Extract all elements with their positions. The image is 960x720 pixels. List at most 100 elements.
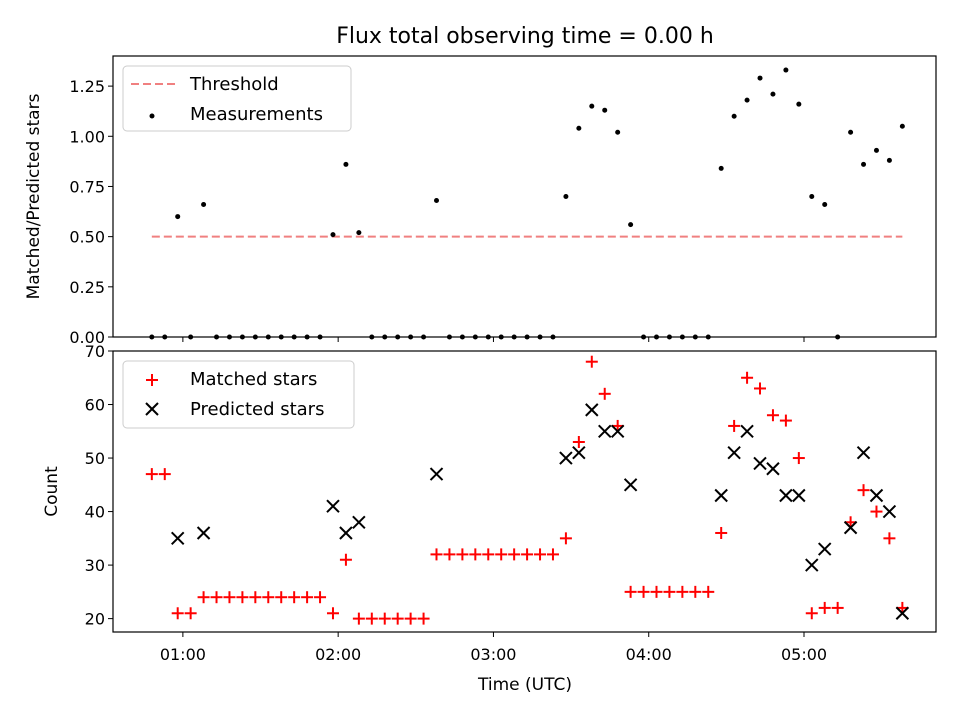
measurement-point (809, 194, 815, 199)
predicted-star-point (766, 462, 780, 476)
bottom-y-tick-label: 60 (85, 396, 105, 415)
top-y-tick-label: 0.50 (69, 228, 105, 247)
matched-star-point (171, 607, 184, 620)
matched-legend-swatch (146, 374, 158, 386)
bottom-y-ticks: 20 30 40 50 60 70 (85, 342, 113, 629)
measurement-point (201, 202, 207, 208)
matched-star-point (275, 591, 288, 604)
matched-star-point (352, 612, 365, 625)
predicted-star-point (572, 445, 586, 460)
measurement-point (628, 222, 634, 228)
x-tick-label: 03:00 (470, 645, 516, 664)
matched-star-point (585, 355, 598, 368)
matched-star-point (676, 585, 689, 598)
predicted-star-point (856, 445, 871, 460)
predicted-star-point (170, 531, 185, 546)
matched-star-point (754, 382, 767, 395)
predicted-legend-swatch (145, 402, 159, 416)
measurement-point (615, 129, 621, 135)
matched-star-point (766, 409, 779, 422)
bottom-legend: Matched stars Predicted stars (122, 360, 355, 429)
predicted-star-point (352, 515, 366, 529)
bottom-x-ticks: 01:00 02:00 03:00 04:00 05:00 (160, 632, 827, 664)
x-axis-label: Time (UTC) (477, 675, 572, 695)
matched-star-point (779, 414, 792, 427)
x-tick-label: 02:00 (315, 645, 361, 664)
matched-star-point (831, 601, 844, 614)
measurement-point (434, 198, 440, 204)
measurement-point (731, 113, 737, 119)
x-tick-label: 04:00 (626, 645, 672, 664)
top-axes-frame (112, 55, 937, 338)
measurement-point (744, 97, 750, 103)
measurement-point (861, 161, 867, 167)
predicted-star-point (714, 488, 728, 503)
matched-star-point (650, 585, 663, 598)
predicted-star-point (869, 488, 884, 503)
top-y-tick-label: 1.25 (69, 77, 105, 96)
bottom-legend-box (122, 360, 355, 429)
measurement-point (576, 125, 582, 131)
top-y-tick-label: 0.25 (69, 278, 105, 297)
measurement-point (343, 161, 349, 167)
measurement-point (899, 123, 905, 129)
predicted-star-point (753, 456, 767, 471)
matched-star-point (404, 612, 417, 625)
matched-star-point (715, 526, 728, 539)
matched-star-point (559, 532, 572, 545)
predicted-star-point (882, 504, 897, 519)
matched-star-point (236, 591, 249, 604)
top-legend-box (122, 65, 352, 132)
matched-star-point (184, 607, 197, 620)
measurement-point (886, 157, 892, 163)
matched-star-point (249, 591, 262, 604)
measurement-point (873, 147, 879, 153)
measurement-point (563, 194, 569, 199)
top-x-ticks (182, 337, 805, 342)
bottom-marks (145, 355, 910, 625)
predicted-star-point (623, 478, 638, 492)
bottom-panel: 20 30 40 50 60 70 01:00 02:00 03:00 04:00 05:00 C… (42, 342, 937, 695)
matched-star-point (301, 591, 314, 604)
measurement-point (589, 103, 595, 109)
predicted-star-point (598, 424, 612, 438)
matched-star-point (702, 585, 715, 598)
matched-star-point (417, 612, 430, 625)
matched-star-point (508, 548, 521, 561)
matched-star-point (430, 548, 443, 561)
matched-star-point (818, 601, 831, 614)
chart-title: Flux total observing time = 0.00 h (336, 24, 714, 49)
matched-star-point (197, 591, 210, 604)
bottom-y-tick-label: 30 (85, 556, 105, 575)
measurement-point (602, 107, 608, 113)
matched-star-point (339, 553, 352, 566)
matched-star-point (598, 387, 611, 400)
matched-star-point (637, 585, 650, 598)
predicted-star-point (585, 403, 599, 417)
matched-legend-label: Matched stars (190, 369, 317, 390)
top-y-tick-label: 0.75 (69, 177, 105, 196)
measurement-point (757, 75, 763, 81)
top-y-ticks: 0.00 0.25 0.50 0.75 1.00 1.25 (69, 77, 113, 347)
measurement-point (770, 91, 776, 97)
measurement-point (356, 230, 362, 236)
matched-star-point (456, 548, 469, 561)
predicted-star-point (792, 488, 806, 503)
bottom-y-tick-label: 50 (85, 449, 105, 468)
matched-star-point (443, 548, 456, 561)
matched-star-point (378, 612, 391, 625)
bottom-y-axis-label: Count (42, 466, 62, 517)
measurement-point (783, 67, 789, 73)
matched-star-point (469, 548, 482, 561)
threshold-legend-label: Threshold (189, 74, 279, 95)
measurement-point (796, 101, 802, 107)
predicted-star-point (326, 499, 340, 513)
matched-star-point (495, 548, 508, 561)
matched-star-point (663, 585, 676, 598)
matched-star-point (857, 484, 870, 497)
matched-star-point (728, 419, 741, 432)
matched-star-point (210, 591, 223, 604)
measurement-point (175, 214, 181, 220)
measurement-point (822, 202, 828, 208)
